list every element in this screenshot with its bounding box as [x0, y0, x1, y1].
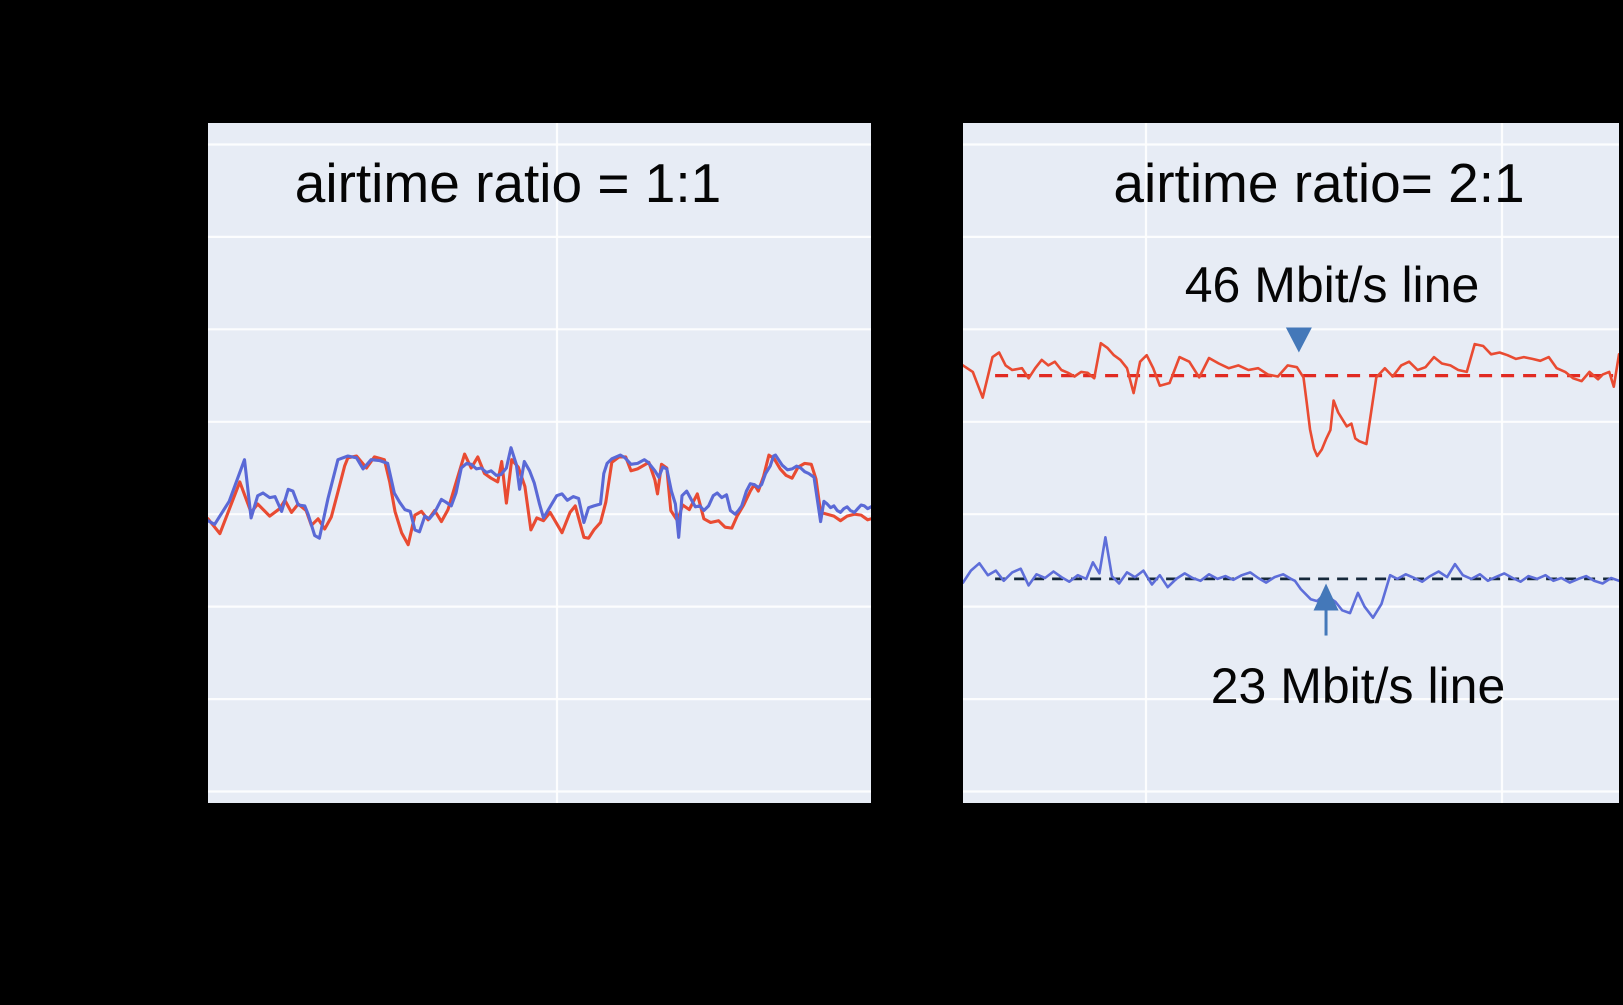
chart-left-svg: [208, 123, 871, 803]
annotation-46mbit-label: 46 Mbit/s line: [1184, 257, 1480, 313]
series-red: [208, 452, 871, 547]
series-red: [963, 341, 1619, 458]
series-blue: [963, 535, 1619, 620]
arrow-up-head: [1313, 583, 1339, 611]
chart-right-svg: [963, 123, 1619, 803]
panel-title-right: airtime ratio= 2:1: [1113, 152, 1525, 214]
series-blue: [208, 446, 871, 540]
panel-airtime-2-1: airtime ratio= 2:1 46 Mbit/s line 23 Mbi…: [963, 123, 1619, 803]
panel-title-left: airtime ratio = 1:1: [294, 152, 722, 214]
triangle-down-marker: [1285, 327, 1312, 353]
panel-airtime-1-1: airtime ratio = 1:1: [208, 123, 871, 803]
annotation-23mbit-label: 23 Mbit/s line: [1210, 658, 1506, 714]
